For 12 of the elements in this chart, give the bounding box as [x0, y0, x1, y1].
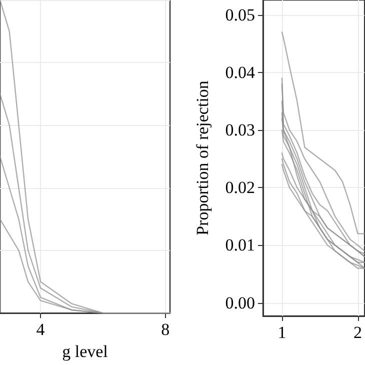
x-tick-label: 8 — [161, 320, 170, 340]
y-tick-label: 0.05 — [225, 5, 255, 24]
y-tick-label: 0.02 — [225, 178, 255, 198]
y-tick-label: 0.01 — [225, 236, 255, 255]
x-tick-label: 4 — [36, 320, 46, 340]
y-tick-label: 0.04 — [225, 63, 256, 82]
y-tick-label: 0.00 — [225, 293, 255, 312]
y-tick-label: 0.03 — [225, 120, 255, 140]
x-tick-label: 2 — [354, 323, 362, 342]
x-axis-title: g level — [62, 342, 108, 361]
x-tick-label: 1 — [278, 323, 286, 342]
y-axis-title: Proportion of rejection — [193, 80, 212, 236]
